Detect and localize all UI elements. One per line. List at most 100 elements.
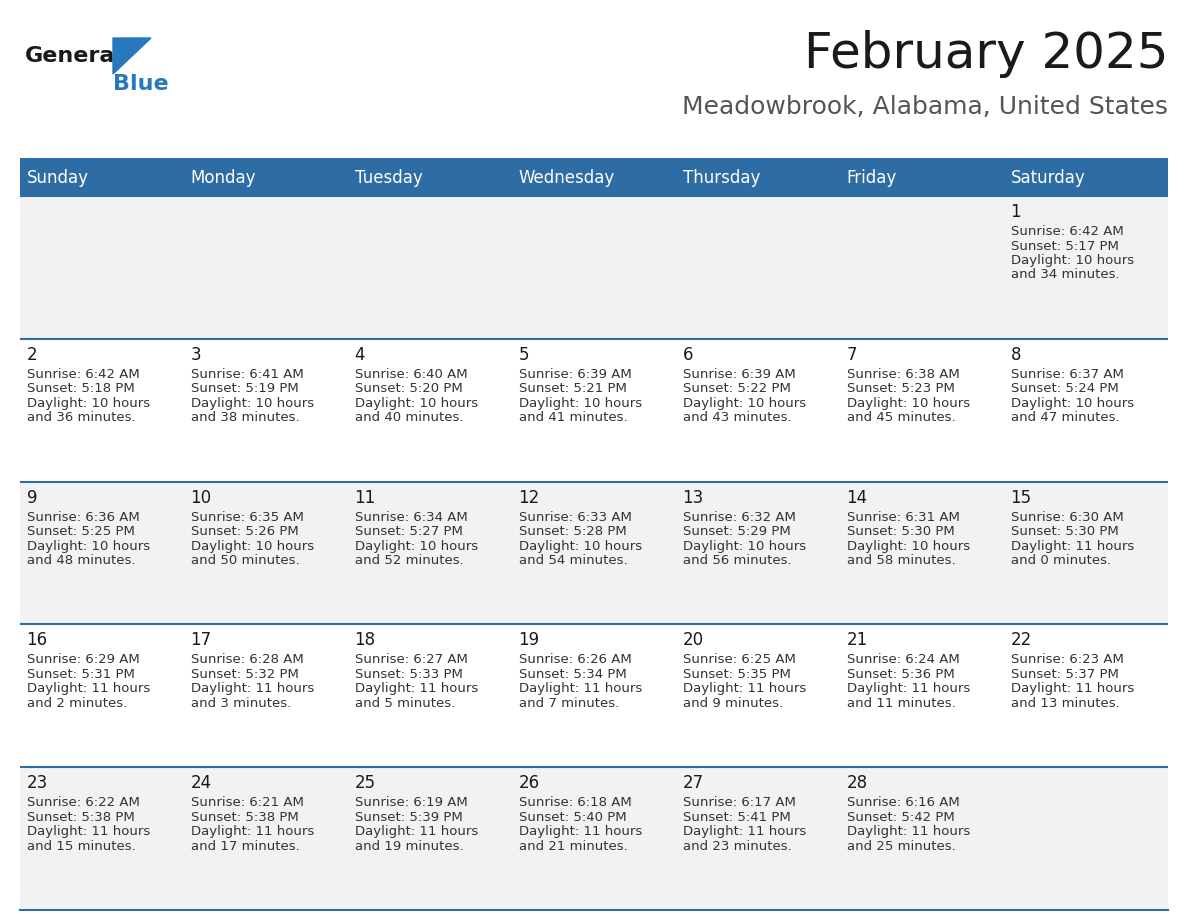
Text: 26: 26 — [518, 774, 539, 792]
Text: Sunrise: 6:33 AM: Sunrise: 6:33 AM — [518, 510, 632, 523]
Text: Daylight: 10 hours: Daylight: 10 hours — [354, 397, 478, 409]
Text: Daylight: 11 hours: Daylight: 11 hours — [1011, 540, 1133, 553]
Text: February 2025: February 2025 — [803, 30, 1168, 78]
Text: Daylight: 11 hours: Daylight: 11 hours — [354, 825, 478, 838]
Bar — [840, 339, 1004, 482]
Text: and 40 minutes.: and 40 minutes. — [354, 411, 463, 424]
Text: and 50 minutes.: and 50 minutes. — [190, 554, 299, 567]
Text: Daylight: 10 hours: Daylight: 10 hours — [683, 540, 805, 553]
Bar — [184, 339, 348, 482]
Text: Daylight: 10 hours: Daylight: 10 hours — [1011, 397, 1133, 409]
Text: General: General — [25, 46, 124, 66]
Text: Wednesday: Wednesday — [518, 169, 615, 187]
Text: Blue: Blue — [113, 74, 169, 94]
Text: and 43 minutes.: and 43 minutes. — [683, 411, 791, 424]
Text: Sunset: 5:38 PM: Sunset: 5:38 PM — [26, 811, 134, 823]
Bar — [348, 196, 512, 339]
Text: Sunrise: 6:24 AM: Sunrise: 6:24 AM — [847, 654, 959, 666]
Text: and 38 minutes.: and 38 minutes. — [190, 411, 299, 424]
Text: 22: 22 — [1011, 632, 1032, 649]
Text: Sunset: 5:22 PM: Sunset: 5:22 PM — [683, 382, 790, 396]
Text: Sunrise: 6:26 AM: Sunrise: 6:26 AM — [518, 654, 631, 666]
Text: Sunrise: 6:42 AM: Sunrise: 6:42 AM — [1011, 225, 1124, 238]
Bar — [20, 624, 184, 767]
Text: Sunset: 5:24 PM: Sunset: 5:24 PM — [1011, 382, 1118, 396]
Text: Monday: Monday — [190, 169, 257, 187]
Text: Friday: Friday — [847, 169, 897, 187]
Text: Sunset: 5:35 PM: Sunset: 5:35 PM — [683, 668, 790, 681]
Bar — [840, 196, 1004, 339]
Text: Sunrise: 6:27 AM: Sunrise: 6:27 AM — [354, 654, 467, 666]
Text: Sunset: 5:31 PM: Sunset: 5:31 PM — [26, 668, 134, 681]
Text: Sunrise: 6:16 AM: Sunrise: 6:16 AM — [847, 796, 959, 809]
Bar — [184, 158, 348, 196]
Text: Sunset: 5:42 PM: Sunset: 5:42 PM — [847, 811, 954, 823]
Text: Daylight: 11 hours: Daylight: 11 hours — [683, 825, 805, 838]
Text: 15: 15 — [1011, 488, 1031, 507]
Polygon shape — [113, 38, 151, 74]
Text: 21: 21 — [847, 632, 867, 649]
Text: Sunset: 5:30 PM: Sunset: 5:30 PM — [1011, 525, 1118, 538]
Text: 2: 2 — [26, 346, 37, 364]
Text: Sunset: 5:30 PM: Sunset: 5:30 PM — [847, 525, 954, 538]
Text: Daylight: 11 hours: Daylight: 11 hours — [847, 825, 969, 838]
Text: 10: 10 — [190, 488, 211, 507]
Text: Daylight: 10 hours: Daylight: 10 hours — [847, 397, 969, 409]
Text: Sunset: 5:17 PM: Sunset: 5:17 PM — [1011, 240, 1118, 252]
Bar — [512, 482, 676, 624]
Text: Daylight: 11 hours: Daylight: 11 hours — [847, 682, 969, 696]
Text: Sunrise: 6:39 AM: Sunrise: 6:39 AM — [518, 368, 631, 381]
Text: 24: 24 — [190, 774, 211, 792]
Text: 18: 18 — [354, 632, 375, 649]
Text: Sunday: Sunday — [26, 169, 89, 187]
Bar — [184, 196, 348, 339]
Text: Sunset: 5:23 PM: Sunset: 5:23 PM — [847, 382, 954, 396]
Bar — [676, 196, 840, 339]
Text: Sunrise: 6:28 AM: Sunrise: 6:28 AM — [190, 654, 303, 666]
Text: Daylight: 11 hours: Daylight: 11 hours — [1011, 682, 1133, 696]
Text: Sunset: 5:38 PM: Sunset: 5:38 PM — [190, 811, 298, 823]
Text: Daylight: 11 hours: Daylight: 11 hours — [190, 682, 314, 696]
Text: 19: 19 — [518, 632, 539, 649]
Text: and 45 minutes.: and 45 minutes. — [847, 411, 955, 424]
Bar — [512, 339, 676, 482]
Text: Sunrise: 6:37 AM: Sunrise: 6:37 AM — [1011, 368, 1124, 381]
Text: Sunrise: 6:32 AM: Sunrise: 6:32 AM — [683, 510, 796, 523]
Text: Saturday: Saturday — [1011, 169, 1086, 187]
Bar — [676, 767, 840, 910]
Text: and 41 minutes.: and 41 minutes. — [518, 411, 627, 424]
Bar — [676, 624, 840, 767]
Text: and 13 minutes.: and 13 minutes. — [1011, 697, 1119, 710]
Text: Sunrise: 6:21 AM: Sunrise: 6:21 AM — [190, 796, 303, 809]
Bar — [840, 624, 1004, 767]
Text: 7: 7 — [847, 346, 857, 364]
Text: 6: 6 — [683, 346, 693, 364]
Bar — [840, 158, 1004, 196]
Text: Sunset: 5:29 PM: Sunset: 5:29 PM — [683, 525, 790, 538]
Bar — [512, 624, 676, 767]
Text: Sunrise: 6:38 AM: Sunrise: 6:38 AM — [847, 368, 959, 381]
Text: 8: 8 — [1011, 346, 1020, 364]
Text: and 9 minutes.: and 9 minutes. — [683, 697, 783, 710]
Bar — [1004, 158, 1168, 196]
Text: Daylight: 10 hours: Daylight: 10 hours — [518, 397, 642, 409]
Text: and 17 minutes.: and 17 minutes. — [190, 840, 299, 853]
Text: 13: 13 — [683, 488, 703, 507]
Text: 16: 16 — [26, 632, 48, 649]
Bar — [676, 158, 840, 196]
Text: Sunrise: 6:22 AM: Sunrise: 6:22 AM — [26, 796, 139, 809]
Text: and 34 minutes.: and 34 minutes. — [1011, 268, 1119, 282]
Bar — [184, 767, 348, 910]
Text: and 21 minutes.: and 21 minutes. — [518, 840, 627, 853]
Text: and 48 minutes.: and 48 minutes. — [26, 554, 135, 567]
Bar — [676, 339, 840, 482]
Text: 20: 20 — [683, 632, 703, 649]
Text: 25: 25 — [354, 774, 375, 792]
Bar — [348, 624, 512, 767]
Text: 3: 3 — [190, 346, 201, 364]
Bar — [20, 767, 184, 910]
Text: Thursday: Thursday — [683, 169, 760, 187]
Text: and 3 minutes.: and 3 minutes. — [190, 697, 291, 710]
Text: Daylight: 11 hours: Daylight: 11 hours — [26, 682, 150, 696]
Text: 4: 4 — [354, 346, 365, 364]
